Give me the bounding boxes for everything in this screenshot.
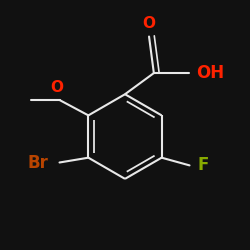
- Text: O: O: [142, 16, 156, 31]
- Text: F: F: [197, 156, 208, 174]
- Text: O: O: [50, 80, 63, 95]
- Text: Br: Br: [27, 154, 48, 172]
- Text: OH: OH: [196, 64, 224, 82]
